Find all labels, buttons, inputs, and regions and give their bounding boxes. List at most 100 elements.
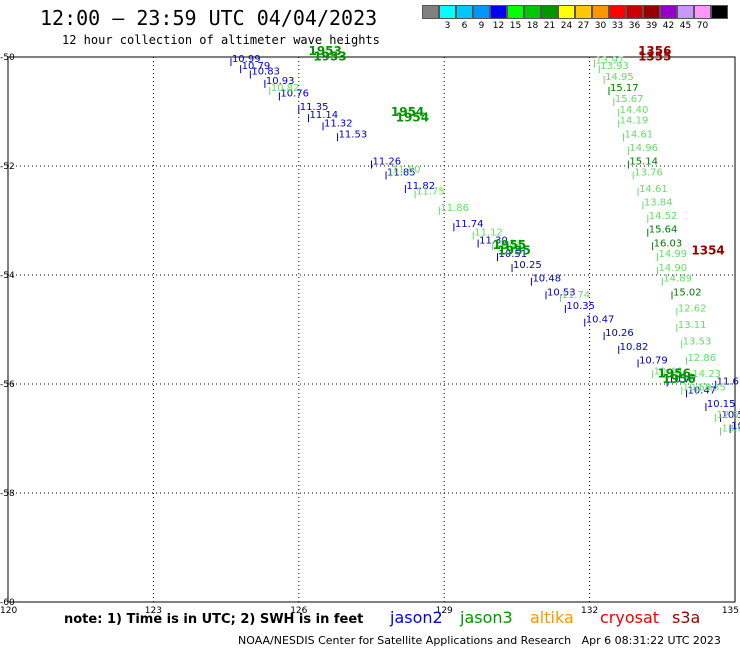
wave-height-point: 11.26: [371, 157, 401, 169]
point-value: 11.86: [440, 203, 469, 214]
orbit-number: 1356: [638, 44, 671, 58]
point-value: 13.76: [634, 167, 663, 178]
point-value: 14.99: [658, 249, 687, 260]
point-value: 11.35: [300, 102, 329, 113]
orbit-number: 1955: [493, 238, 526, 252]
colorbar-label: 18: [526, 21, 539, 31]
colorbar-label: 27: [577, 21, 590, 31]
wave-height-point: 10.47: [686, 385, 717, 398]
wave-height-point: 11.12: [472, 227, 503, 240]
x-tick-label: 120: [0, 606, 17, 616]
wave-height-point: 11.82: [404, 181, 435, 194]
colorbar-label: 21: [543, 21, 556, 31]
x-tick-label: 135: [722, 606, 739, 616]
wave-height-point: 13.93: [598, 61, 629, 74]
point-value: 12.53: [717, 410, 740, 421]
point-value: 14.23: [692, 369, 721, 380]
wave-height-point: 13.53: [681, 336, 711, 349]
point-value: 10.25: [513, 260, 542, 271]
plot-frame: [7, 56, 736, 603]
wave-height-point: 15.17: [608, 83, 639, 95]
wave-height-point: 10.77: [666, 375, 697, 387]
wave-height-point: 10.50: [719, 410, 740, 422]
point-value: 10.15: [707, 399, 736, 410]
x-tick-label: 126: [290, 606, 307, 616]
wave-height-point: 12.62: [676, 304, 707, 316]
mission-jason3: jason3: [460, 608, 513, 627]
mission-jason2: jason2: [390, 608, 443, 627]
point-value: 14.96: [629, 143, 658, 154]
point-value: 10.93: [266, 76, 295, 87]
point-value: 10.99: [232, 54, 261, 65]
wave-height-point: 11.74: [453, 219, 484, 232]
point-value: 14.61: [625, 129, 654, 140]
point-value: 10.79: [639, 355, 668, 366]
point-value: 14.19: [620, 116, 649, 127]
point-value: 10.46: [654, 366, 683, 377]
point-value: 10.82: [620, 342, 649, 353]
colorbar-swatch: [660, 5, 677, 19]
wave-height-point: 15.14: [627, 157, 658, 169]
page-subtitle: 12 hour collection of altimeter wave hei…: [62, 33, 380, 47]
wave-height-point: 13.09: [719, 424, 740, 436]
point-value: 10.39: [731, 421, 740, 432]
colorbar-label: 45: [679, 21, 692, 31]
point-value: 14.52: [649, 211, 678, 222]
colorbar-label: 24: [560, 21, 573, 31]
wave-height-point: 10.39: [729, 421, 740, 433]
wave-height-point: 14.95: [603, 72, 634, 85]
point-value: 10.47: [688, 385, 717, 396]
colorbar-swatch: [677, 5, 694, 19]
wave-height-point: 10.53: [545, 287, 576, 300]
colorbar-swatch: [694, 5, 711, 19]
colorbar-swatch: [592, 5, 609, 19]
wave-height-point: 14.96: [627, 143, 658, 155]
wave-height-point: 13.97: [593, 56, 624, 68]
point-value: 10.83: [251, 67, 280, 78]
point-value: 10.35: [566, 301, 595, 312]
point-value: 13.35: [697, 383, 726, 394]
point-value: 15.64: [649, 225, 678, 236]
point-value: 14.89: [663, 274, 692, 285]
y-tick-label: -52: [0, 162, 15, 172]
credit-line: NOAA/NESDIS Center for Satellite Applica…: [238, 634, 721, 647]
point-value: 12.62: [678, 304, 707, 315]
wave-height-point: 12.53: [715, 410, 740, 422]
credit-timestamp: Apr 6 08:31:22 UTC 2023: [581, 634, 721, 647]
point-value: 10.76: [280, 88, 309, 99]
point-value: 11.30: [479, 236, 508, 247]
wave-height-point: 11.35: [298, 102, 329, 115]
colorbar-label: 70: [696, 21, 709, 31]
colorbar-label: 9: [478, 21, 485, 31]
orbit-number: 1956: [657, 366, 690, 380]
y-tick-label: -56: [0, 380, 15, 390]
wave-height-point: 14.89: [661, 274, 692, 286]
wave-height-point: 10.35: [564, 301, 595, 313]
wave-height-point: 11.30: [477, 236, 508, 248]
grid: [8, 57, 735, 602]
wave-height-point: 14.61: [623, 129, 654, 142]
wave-height-point: 10.82: [618, 342, 649, 354]
point-value: 13.11: [678, 320, 707, 331]
wave-height-point: 10.26: [603, 328, 634, 341]
y-tick-label: -58: [0, 489, 15, 499]
point-value: 10.77: [668, 375, 697, 386]
page-title: 12:00 – 23:59 UTC 04/04/2023: [40, 6, 378, 30]
point-value: 10.47: [586, 315, 615, 326]
wave-height-point: 11.85: [385, 167, 416, 180]
wave-height-point: 14.19: [618, 116, 649, 128]
point-value: 15.02: [673, 287, 702, 298]
wave-height-point: 10.79: [240, 61, 270, 74]
wave-height-point: 14.90: [656, 263, 687, 275]
colorbar-swatch: [711, 5, 728, 19]
wave-height-point: 14.40: [618, 105, 648, 117]
credit-text: NOAA/NESDIS Center for Satellite Applica…: [238, 634, 572, 647]
wave-height-point: 11.80: [390, 165, 421, 177]
colorbar-swatch: [541, 5, 558, 19]
point-value: 11.32: [324, 118, 353, 129]
mission-altika: altika: [530, 608, 574, 627]
colorbar-swatch: [456, 5, 473, 19]
colorbar-swatch: [422, 5, 439, 19]
orbit-number: 1954: [391, 105, 424, 119]
point-value: 15.17: [610, 83, 639, 94]
